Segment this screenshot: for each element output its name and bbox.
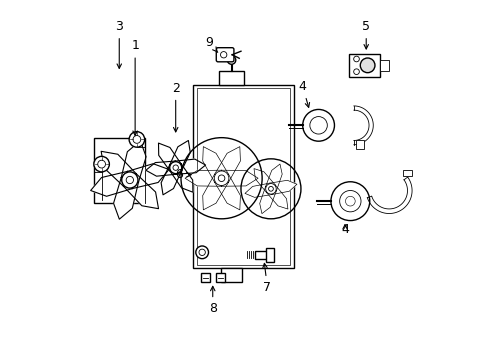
- Circle shape: [94, 156, 109, 172]
- Bar: [403, 170, 411, 176]
- Text: 4: 4: [341, 223, 348, 236]
- Bar: [266, 248, 274, 262]
- Text: 5: 5: [362, 20, 369, 49]
- Text: 2: 2: [171, 82, 179, 132]
- Polygon shape: [253, 168, 275, 193]
- Polygon shape: [244, 183, 271, 197]
- Text: 4: 4: [298, 80, 309, 107]
- Bar: [93, 138, 144, 203]
- Circle shape: [122, 172, 138, 188]
- Bar: [216, 274, 224, 282]
- Circle shape: [265, 184, 276, 194]
- Polygon shape: [266, 185, 287, 209]
- Text: 3: 3: [115, 20, 123, 68]
- Polygon shape: [184, 170, 221, 186]
- Polygon shape: [269, 180, 296, 194]
- Polygon shape: [121, 141, 146, 182]
- Bar: [193, 85, 293, 268]
- Bar: [255, 251, 266, 259]
- Polygon shape: [169, 140, 190, 170]
- Circle shape: [360, 58, 374, 73]
- Circle shape: [353, 56, 359, 62]
- Polygon shape: [214, 147, 240, 182]
- Circle shape: [353, 69, 359, 75]
- Text: 8: 8: [208, 286, 216, 315]
- Polygon shape: [158, 143, 181, 171]
- Polygon shape: [145, 161, 176, 176]
- Polygon shape: [113, 178, 138, 219]
- Polygon shape: [203, 147, 228, 182]
- Bar: [355, 140, 364, 149]
- Text: 6: 6: [175, 168, 191, 181]
- Bar: [221, 268, 242, 282]
- Circle shape: [330, 182, 369, 221]
- Polygon shape: [170, 164, 192, 192]
- Bar: [219, 71, 244, 85]
- Polygon shape: [203, 174, 228, 210]
- Polygon shape: [221, 170, 258, 186]
- Polygon shape: [175, 159, 205, 174]
- Polygon shape: [127, 164, 169, 189]
- Text: 9: 9: [205, 36, 217, 52]
- Polygon shape: [101, 151, 136, 186]
- Text: 1: 1: [131, 40, 139, 135]
- Polygon shape: [123, 174, 158, 209]
- Circle shape: [195, 246, 208, 259]
- Bar: [380, 60, 388, 71]
- Circle shape: [214, 171, 228, 185]
- Polygon shape: [265, 164, 282, 191]
- Circle shape: [227, 56, 235, 64]
- Polygon shape: [259, 187, 276, 213]
- FancyBboxPatch shape: [216, 48, 233, 62]
- Circle shape: [169, 162, 182, 174]
- Circle shape: [302, 109, 334, 141]
- Polygon shape: [90, 171, 132, 196]
- Bar: [201, 274, 209, 282]
- Bar: [197, 88, 290, 265]
- Polygon shape: [214, 174, 240, 210]
- Polygon shape: [161, 165, 182, 195]
- Circle shape: [129, 132, 144, 147]
- Bar: [348, 54, 380, 77]
- Text: 7: 7: [262, 264, 271, 294]
